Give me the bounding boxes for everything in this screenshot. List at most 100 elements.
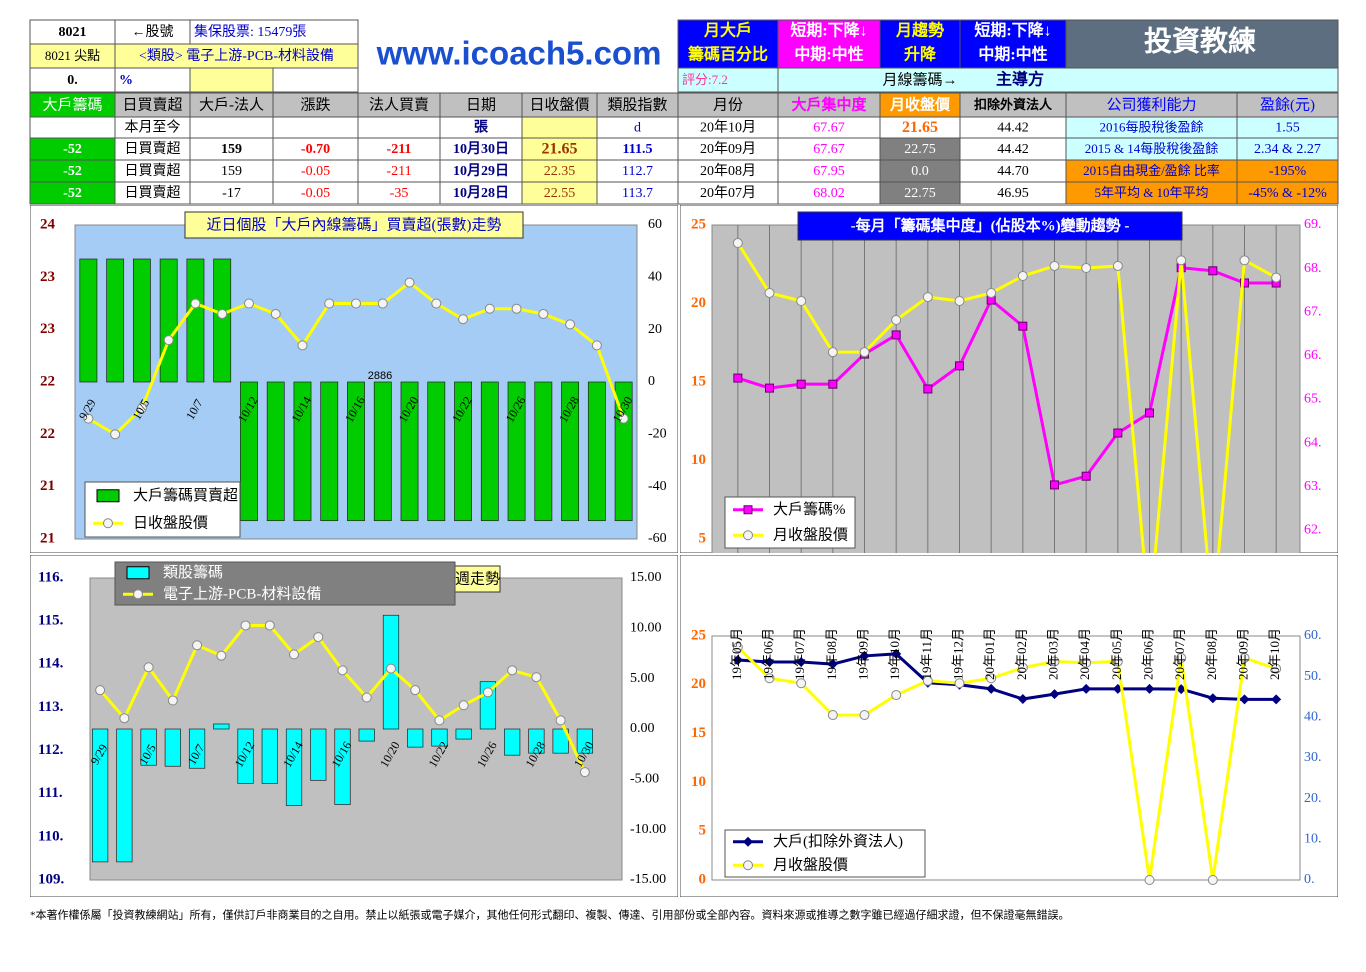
point [270, 308, 281, 319]
y2-tick-label: 60 [648, 217, 662, 232]
table-cell: -195% [1269, 164, 1307, 179]
monthly-holder: 月大戶 [703, 21, 752, 40]
point [733, 373, 743, 383]
point [618, 413, 629, 424]
y-tick-label: 10 [691, 452, 706, 468]
bar [266, 381, 285, 522]
table-cell: 本月至今 [125, 120, 181, 136]
title-box [797, 211, 1183, 241]
bar [285, 728, 303, 806]
y-tick-label: 25 [691, 216, 706, 232]
bar [427, 381, 446, 522]
y-tick-label: 23 [40, 269, 55, 285]
site-url: www.icoach5.com [376, 35, 662, 72]
line [737, 266, 1277, 487]
point [1145, 408, 1154, 418]
table-cell: 22.35 [544, 164, 576, 179]
bar [188, 728, 206, 769]
bar [480, 381, 499, 522]
y2-tick-label: 64. [1304, 435, 1322, 450]
column-header: 大戶集中度 [791, 95, 867, 113]
column-header: 公司獲利能力 [1106, 96, 1196, 113]
x-tick-label: 20年01月 [982, 628, 997, 680]
column-header: 日收盤價 [529, 96, 589, 113]
column-header: 扣除外資法人 [974, 97, 1053, 112]
y2-tick-label: 65. [1304, 392, 1322, 407]
point [922, 675, 933, 686]
chart-title: 週走勢 [455, 570, 500, 587]
line [736, 242, 1277, 553]
table-cell: 20年09月 [700, 141, 756, 157]
legend-label: 類股籌碼 [163, 564, 223, 581]
point [1176, 684, 1187, 695]
table-cell: 68.02 [813, 186, 845, 201]
table-cell: 44.70 [997, 164, 1029, 179]
signal: 8021 尖點 [45, 48, 100, 63]
blank-cell [272, 67, 359, 93]
point [216, 650, 227, 661]
column-header-cell [189, 92, 274, 118]
point [732, 238, 743, 249]
column-header-cell [677, 92, 779, 118]
y-tick-label: 5 [699, 530, 707, 546]
point [986, 673, 997, 684]
x-tick-label: 20年10月 [1267, 628, 1282, 680]
point [1081, 471, 1091, 481]
table-cell: -52 [63, 186, 82, 201]
y-tick-label: 116. [38, 569, 64, 585]
y-tick-label: 111. [38, 785, 63, 801]
point [579, 767, 590, 778]
x-tick-label: 20年06月 [1140, 628, 1155, 680]
table-cell: 1.55 [1275, 121, 1300, 136]
point [891, 690, 902, 701]
point [954, 678, 965, 689]
x-tick-label: 20年08月 [1204, 628, 1219, 680]
point [458, 314, 469, 325]
point [507, 665, 518, 676]
point [827, 347, 838, 358]
holder-trend: 短期:下降↓ [790, 21, 867, 40]
point [264, 620, 275, 631]
y2-tick-label: -10.00 [630, 822, 666, 837]
point [732, 654, 743, 665]
y2-tick-label: -40 [648, 479, 667, 494]
point [163, 335, 174, 346]
legend-label: 月收盤股價 [773, 857, 848, 874]
chart: 21 21 22 22 23 23 24 -60 -40 -20 0 20 40 60 近日個股「大戶內線籌… [30, 205, 678, 553]
column-header-cell [439, 92, 523, 118]
point [289, 649, 300, 660]
bar [455, 728, 472, 740]
column-header-cell [272, 92, 359, 118]
point [167, 695, 178, 706]
pct-value: 0. [67, 73, 78, 88]
y2-tick-label: 15.00 [630, 570, 662, 585]
y2-tick-label: -5.00 [630, 772, 659, 787]
x-tick-label: 20年05月 [1109, 628, 1124, 680]
bar [561, 381, 580, 522]
legend-label: 電子上游-PCB-材料設備 [163, 586, 321, 603]
bar [431, 728, 448, 747]
point [1050, 480, 1059, 490]
y-tick-label: 112. [38, 742, 64, 758]
y2-tick-label: 40. [1304, 710, 1322, 725]
code-label: ←股號 [132, 24, 174, 40]
bar [587, 381, 606, 522]
point [891, 648, 902, 659]
point [591, 340, 602, 351]
y2-tick-label: 67. [1304, 304, 1322, 319]
y2-tick-label: 10. [1304, 832, 1322, 847]
point [796, 678, 807, 689]
chip-cell [777, 67, 1339, 93]
table-cell: 日買賣超 [125, 185, 181, 201]
table-cell: 2016每股稅後盈餘 [1099, 119, 1203, 134]
title-box [184, 211, 524, 239]
point [297, 340, 308, 351]
monthly-trend: 升降 [904, 45, 937, 64]
point [1112, 656, 1123, 667]
y-tick-label: 109. [38, 871, 65, 887]
legend-marker [743, 530, 753, 541]
point [565, 319, 576, 330]
y-tick-label: 115. [38, 613, 64, 629]
trend: 短期:下降↓ [974, 21, 1051, 40]
